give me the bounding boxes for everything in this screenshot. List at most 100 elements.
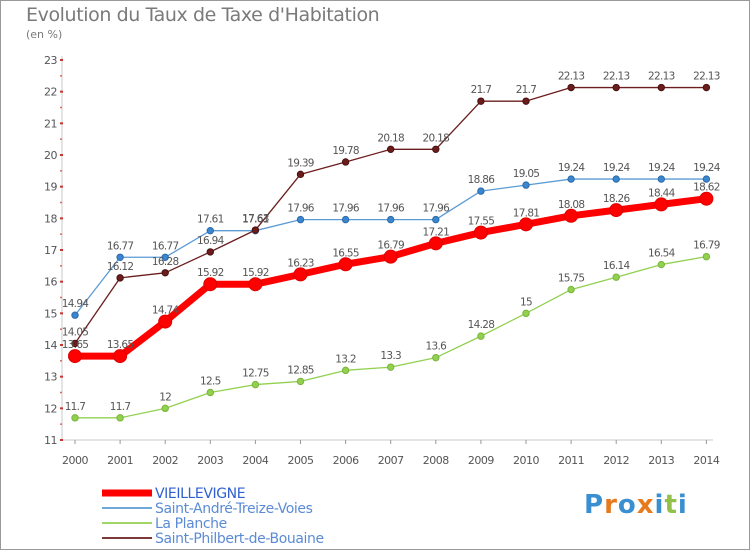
data-label-saint-philbert-de-bouaine: 19.39 bbox=[287, 157, 314, 169]
y-minor-tick bbox=[60, 75, 62, 77]
data-label-saint-andre-treize-voies: 19.24 bbox=[648, 162, 676, 174]
data-point-la-planche bbox=[251, 380, 260, 389]
data-point-la-planche bbox=[116, 414, 124, 422]
data-point-la-planche bbox=[432, 353, 440, 362]
data-point-saint-philbert-de-bouaine bbox=[206, 248, 215, 256]
data-label-saint-philbert-de-bouaine: 14.05 bbox=[62, 326, 89, 338]
data-label-saint-andre-treize-voies: 19.24 bbox=[603, 162, 631, 174]
data-label-la-planche: 11.7 bbox=[110, 401, 131, 413]
x-tick-label: 2009 bbox=[468, 454, 494, 467]
data-point-vieillevigne bbox=[609, 203, 624, 218]
data-point-vieillevigne bbox=[248, 277, 263, 292]
logo-letter: i bbox=[654, 490, 665, 520]
data-label-saint-philbert-de-bouaine: 16.12 bbox=[107, 261, 134, 273]
data-label-vieillevigne: 18.26 bbox=[603, 193, 631, 205]
logo-letter: x bbox=[636, 490, 655, 520]
data-label-vieillevigne: 17.55 bbox=[468, 216, 495, 228]
data-label-la-planche: 11.7 bbox=[65, 401, 86, 413]
data-label-vieillevigne: 16.55 bbox=[332, 247, 359, 259]
x-tick-label: 2013 bbox=[648, 454, 674, 467]
data-point-saint-andre-treize-voies bbox=[522, 181, 530, 189]
data-point-la-planche bbox=[567, 285, 575, 294]
legend-label: Saint-Philbert-de-Bouaine bbox=[155, 531, 324, 547]
y-minor-tick bbox=[60, 328, 62, 330]
y-tick-label: 21 bbox=[44, 117, 57, 130]
data-point-saint-andre-treize-voies bbox=[206, 226, 215, 235]
data-point-vieillevigne bbox=[158, 314, 173, 329]
x-tick-label: 2006 bbox=[333, 454, 359, 467]
data-label-la-planche: 12.85 bbox=[287, 364, 314, 376]
data-point-saint-andre-treize-voies bbox=[161, 253, 169, 261]
y-tick-label: 18 bbox=[44, 212, 57, 225]
data-label-vieillevigne: 13.65 bbox=[62, 339, 89, 351]
data-label-saint-philbert-de-bouaine: 16.28 bbox=[152, 256, 179, 268]
data-label-saint-philbert-de-bouaine: 17.63 bbox=[242, 213, 269, 225]
x-tick-label: 2012 bbox=[603, 454, 629, 467]
data-label-vieillevigne: 13.65 bbox=[107, 339, 134, 351]
data-label-la-planche: 15.75 bbox=[558, 273, 585, 285]
data-point-la-planche bbox=[206, 388, 215, 397]
data-point-la-planche bbox=[477, 332, 485, 340]
x-tick-label: 2008 bbox=[423, 454, 449, 467]
data-point-la-planche bbox=[296, 377, 305, 386]
data-label-vieillevigne: 16.79 bbox=[377, 240, 404, 252]
data-point-saint-philbert-de-bouaine bbox=[522, 97, 530, 105]
y-minor-tick bbox=[60, 423, 62, 425]
data-point-saint-philbert-de-bouaine bbox=[702, 83, 711, 92]
data-label-la-planche: 12 bbox=[159, 391, 171, 403]
data-label-la-planche: 13.6 bbox=[426, 341, 448, 353]
data-point-saint-andre-treize-voies bbox=[567, 175, 575, 183]
y-tick-label: 19 bbox=[44, 181, 57, 194]
data-point-vieillevigne bbox=[473, 225, 488, 240]
y-tick-label: 23 bbox=[44, 54, 57, 67]
data-point-saint-philbert-de-bouaine bbox=[341, 158, 350, 166]
x-tick-label: 2003 bbox=[197, 454, 223, 467]
y-tick-label: 12 bbox=[44, 402, 57, 415]
y-tick-mark bbox=[60, 90, 63, 93]
data-point-vieillevigne bbox=[203, 277, 218, 292]
data-point-vieillevigne bbox=[699, 191, 714, 206]
data-label-vieillevigne: 18.44 bbox=[648, 187, 676, 199]
y-minor-tick bbox=[60, 360, 62, 362]
data-label-saint-andre-treize-voies: 14.94 bbox=[62, 298, 90, 310]
data-point-vieillevigne bbox=[113, 349, 128, 364]
data-label-vieillevigne: 17.21 bbox=[423, 226, 450, 238]
data-point-la-planche bbox=[657, 260, 665, 269]
y-tick-mark bbox=[60, 407, 63, 410]
data-point-vieillevigne bbox=[428, 236, 443, 251]
data-label-la-planche: 13.3 bbox=[380, 350, 401, 362]
data-point-saint-philbert-de-bouaine bbox=[387, 145, 395, 154]
y-tick-mark bbox=[60, 185, 63, 188]
y-tick-mark bbox=[60, 280, 63, 283]
data-label-saint-philbert-de-bouaine: 16.94 bbox=[197, 235, 225, 247]
x-tick-label: 2007 bbox=[378, 454, 404, 467]
logo-letter: o bbox=[617, 490, 637, 520]
data-point-vieillevigne bbox=[383, 249, 398, 264]
logo-letter: r bbox=[604, 490, 618, 520]
y-minor-tick bbox=[60, 170, 62, 172]
data-point-saint-philbert-de-bouaine bbox=[71, 339, 79, 348]
data-point-saint-andre-treize-voies bbox=[116, 253, 124, 261]
data-point-saint-philbert-de-bouaine bbox=[432, 145, 440, 154]
y-minor-tick bbox=[60, 265, 62, 267]
data-label-vieillevigne: 16.23 bbox=[287, 257, 314, 269]
legend-label: La Planche bbox=[155, 516, 227, 532]
legend-label: VIEILLEVIGNE bbox=[155, 486, 245, 502]
data-label-saint-andre-treize-voies: 17.61 bbox=[242, 214, 269, 226]
data-label-la-planche: 16.79 bbox=[693, 240, 720, 252]
data-label-la-planche: 15 bbox=[520, 296, 532, 308]
data-label-saint-philbert-de-bouaine: 21.7 bbox=[471, 84, 492, 96]
data-point-saint-andre-treize-voies bbox=[296, 215, 305, 224]
x-tick-label: 2010 bbox=[513, 454, 539, 467]
y-minor-tick bbox=[60, 106, 62, 109]
y-tick-mark bbox=[60, 375, 63, 378]
chart-subtitle: (en %) bbox=[26, 28, 63, 41]
y-tick-label: 20 bbox=[44, 149, 57, 162]
data-label-saint-andre-treize-voies: 16.77 bbox=[107, 240, 134, 252]
logo-letter: i bbox=[677, 490, 688, 520]
data-point-vieillevigne bbox=[519, 217, 533, 232]
data-point-saint-andre-treize-voies bbox=[71, 311, 79, 319]
axes: 11 12 13 14 15 16 17 18 19 20 21 22 23 2000 2001 2002 20… bbox=[44, 54, 720, 467]
